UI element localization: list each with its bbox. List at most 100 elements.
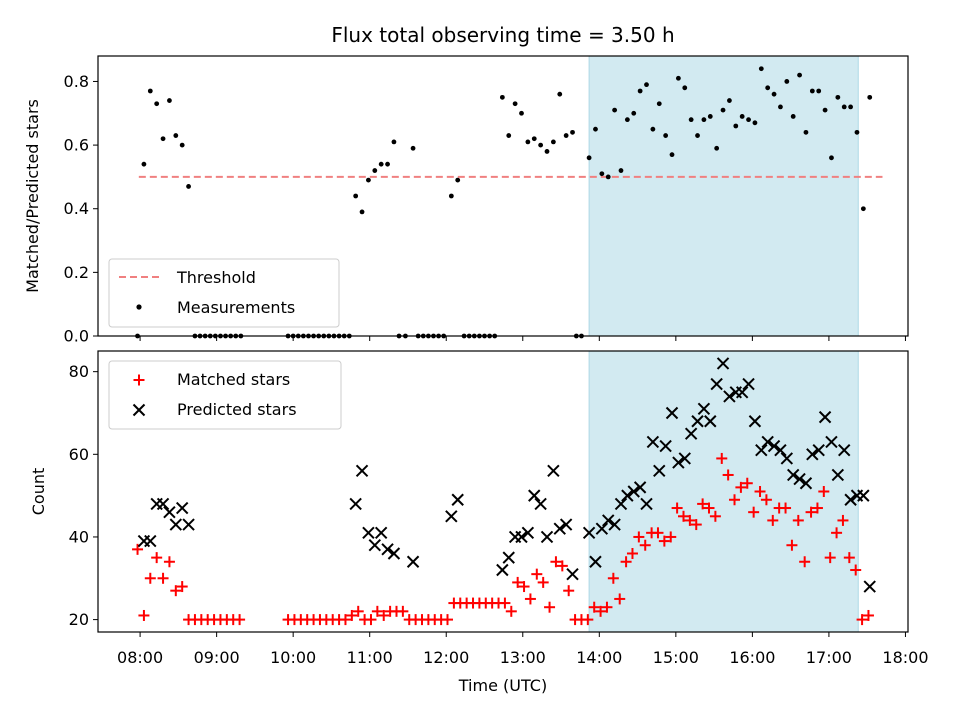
- x-tick-label: 16:00: [729, 648, 775, 667]
- predicted-point: [831, 468, 845, 482]
- x-tick-label: 08:00: [117, 648, 163, 667]
- measurement-points: [135, 66, 873, 339]
- x-tick-label: 18:00: [882, 648, 928, 667]
- matched-point: [537, 576, 549, 588]
- bottom-y-tick-label: 60: [69, 445, 89, 464]
- predicted-point: [374, 526, 388, 540]
- measurement-point: [688, 117, 694, 123]
- matched-point: [176, 581, 188, 593]
- matched-point: [588, 601, 600, 613]
- predicted-point: [502, 551, 515, 564]
- matched-point: [805, 506, 817, 518]
- x-tick-label: 10:00: [270, 648, 316, 667]
- matched-point: [499, 597, 511, 609]
- predicted-point: [704, 415, 717, 428]
- predicted-point: [633, 481, 647, 494]
- matched-point: [729, 494, 741, 506]
- matched-point: [371, 605, 383, 617]
- chart-title: Flux total observing time = 3.50 h: [331, 23, 674, 47]
- top-y-tick-label: 0.8: [64, 72, 89, 91]
- predicted-point: [144, 534, 157, 548]
- matched-point: [754, 486, 766, 497]
- measurement-point: [860, 206, 866, 212]
- measurement-point: [829, 155, 834, 161]
- matched-point: [620, 556, 632, 568]
- matched-point: [677, 510, 689, 522]
- matched-point: [170, 585, 182, 597]
- legend-matched-label: Matched stars: [177, 370, 290, 389]
- top-x-ticks: [139, 336, 906, 341]
- predicted-point: [589, 555, 602, 568]
- predicted-point: [672, 456, 685, 469]
- measurement-point: [378, 161, 384, 167]
- legend-threshold-label: Threshold: [176, 268, 256, 287]
- top-y-tick-label: 0.4: [64, 199, 89, 218]
- predicted-point: [678, 452, 691, 465]
- matched-point: [767, 514, 779, 526]
- matched-point: [595, 605, 607, 617]
- measurement-point: [848, 104, 853, 110]
- matched-point: [346, 609, 358, 621]
- top-panel: 0.00.20.40.60.8 Matched/Predicted stars …: [23, 55, 909, 346]
- measurement-point: [733, 123, 739, 129]
- predicted-point: [515, 530, 528, 544]
- matched-point: [811, 502, 823, 514]
- bottom-y-tick-label: 80: [69, 362, 89, 381]
- predicted-point: [355, 464, 369, 478]
- matched-point: [582, 614, 594, 626]
- predicted-point: [761, 435, 774, 449]
- predicted-point: [595, 522, 609, 535]
- legend-measurements-label: Measurements: [177, 298, 295, 317]
- measurement-point: [167, 98, 172, 103]
- measurement-point: [410, 145, 416, 151]
- matched-point: [799, 556, 811, 568]
- predicted-point: [521, 526, 535, 540]
- predicted-point: [406, 555, 420, 568]
- matched-point: [837, 514, 849, 526]
- predicted-point: [349, 497, 362, 511]
- matched-point: [786, 539, 798, 551]
- top-observing-span: [588, 55, 859, 337]
- matched-point: [780, 502, 792, 514]
- bottom-y-axis-label: Count: [29, 468, 48, 516]
- predicted-point: [540, 530, 554, 544]
- matched-point: [862, 609, 874, 621]
- measurement-point: [612, 107, 618, 113]
- predicted-point: [665, 406, 679, 420]
- matched-point: [442, 614, 454, 626]
- predicted-point: [735, 386, 749, 399]
- predicted-point: [646, 435, 660, 449]
- measurement-point: [563, 133, 569, 138]
- measurement-point: [746, 117, 751, 123]
- matched-point: [614, 593, 626, 605]
- measurement-point: [512, 101, 518, 107]
- matched-point: [856, 614, 868, 626]
- predicted-point: [582, 526, 596, 540]
- matched-point: [157, 572, 169, 584]
- measurement-point: [147, 88, 153, 94]
- measurement-point: [550, 139, 556, 145]
- bottom-observing-span: [588, 350, 859, 633]
- matched-point: [831, 527, 843, 539]
- predicted-point: [653, 464, 666, 478]
- predicted-point: [163, 505, 176, 519]
- predicted-point: [818, 410, 832, 424]
- predicted-point: [691, 415, 704, 428]
- measurement-point: [525, 139, 531, 145]
- matched-point: [518, 581, 530, 593]
- measurement-point: [385, 161, 390, 167]
- matched-point: [556, 560, 568, 572]
- matched-point: [151, 552, 163, 564]
- predicted-point: [697, 402, 711, 416]
- matched-point: [352, 605, 364, 617]
- top-y-tick-label: 0.2: [64, 263, 89, 282]
- matched-point: [684, 514, 696, 526]
- matched-point: [665, 531, 677, 543]
- predicted-point: [381, 543, 394, 556]
- matched-point: [378, 609, 390, 621]
- predicted-point: [659, 439, 672, 453]
- measurement-point: [637, 88, 643, 94]
- legend-plus-marker: [133, 374, 145, 386]
- predicted-point: [368, 539, 382, 552]
